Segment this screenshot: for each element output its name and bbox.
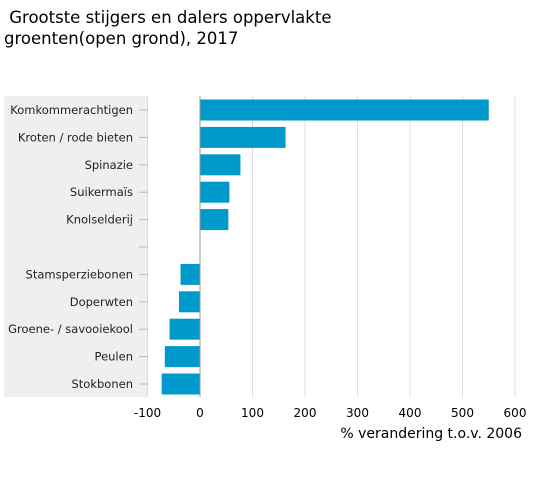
category-label: Komkommerachtigen [10,103,133,117]
x-tick-label: 300 [346,406,369,420]
x-tick-label: 200 [294,406,317,420]
category-label: Kroten / rode bieten [18,130,133,144]
bar [164,346,200,368]
category-label: Stamsperziebonen [26,267,133,281]
bar [169,318,200,340]
x-tick-label: 100 [241,406,264,420]
category-label: Doperwten [70,295,133,309]
bar [200,154,241,176]
bar [200,209,229,231]
x-tick-label: 600 [504,406,527,420]
category-label: Peulen [95,350,133,364]
category-label: Knolselderij [66,213,133,227]
chart-title: Grootste stijgers en dalers oppervlakte … [4,7,331,49]
bar [200,126,286,148]
chart-title-line-2: groenten(open grond), 2017 [4,29,239,48]
bar [200,99,489,121]
x-axis-label: % verandering t.o.v. 2006 [340,426,522,442]
bar [179,291,200,313]
bar [161,373,200,395]
category-label: Suikermaïs [70,185,133,199]
bar [180,263,200,285]
x-tick-label: 400 [399,406,422,420]
category-label: Groene- / savooiekool [8,322,133,336]
x-tick-label: -100 [134,406,161,420]
x-tick-label: 500 [451,406,474,420]
chart-title-line-1: Grootste stijgers en dalers oppervlakte [4,8,332,27]
category-panel [4,96,148,397]
bar [200,181,230,203]
x-tick-label: 0 [196,406,204,420]
category-label: Stokbonen [72,377,134,391]
category-label: Spinazie [85,158,133,172]
